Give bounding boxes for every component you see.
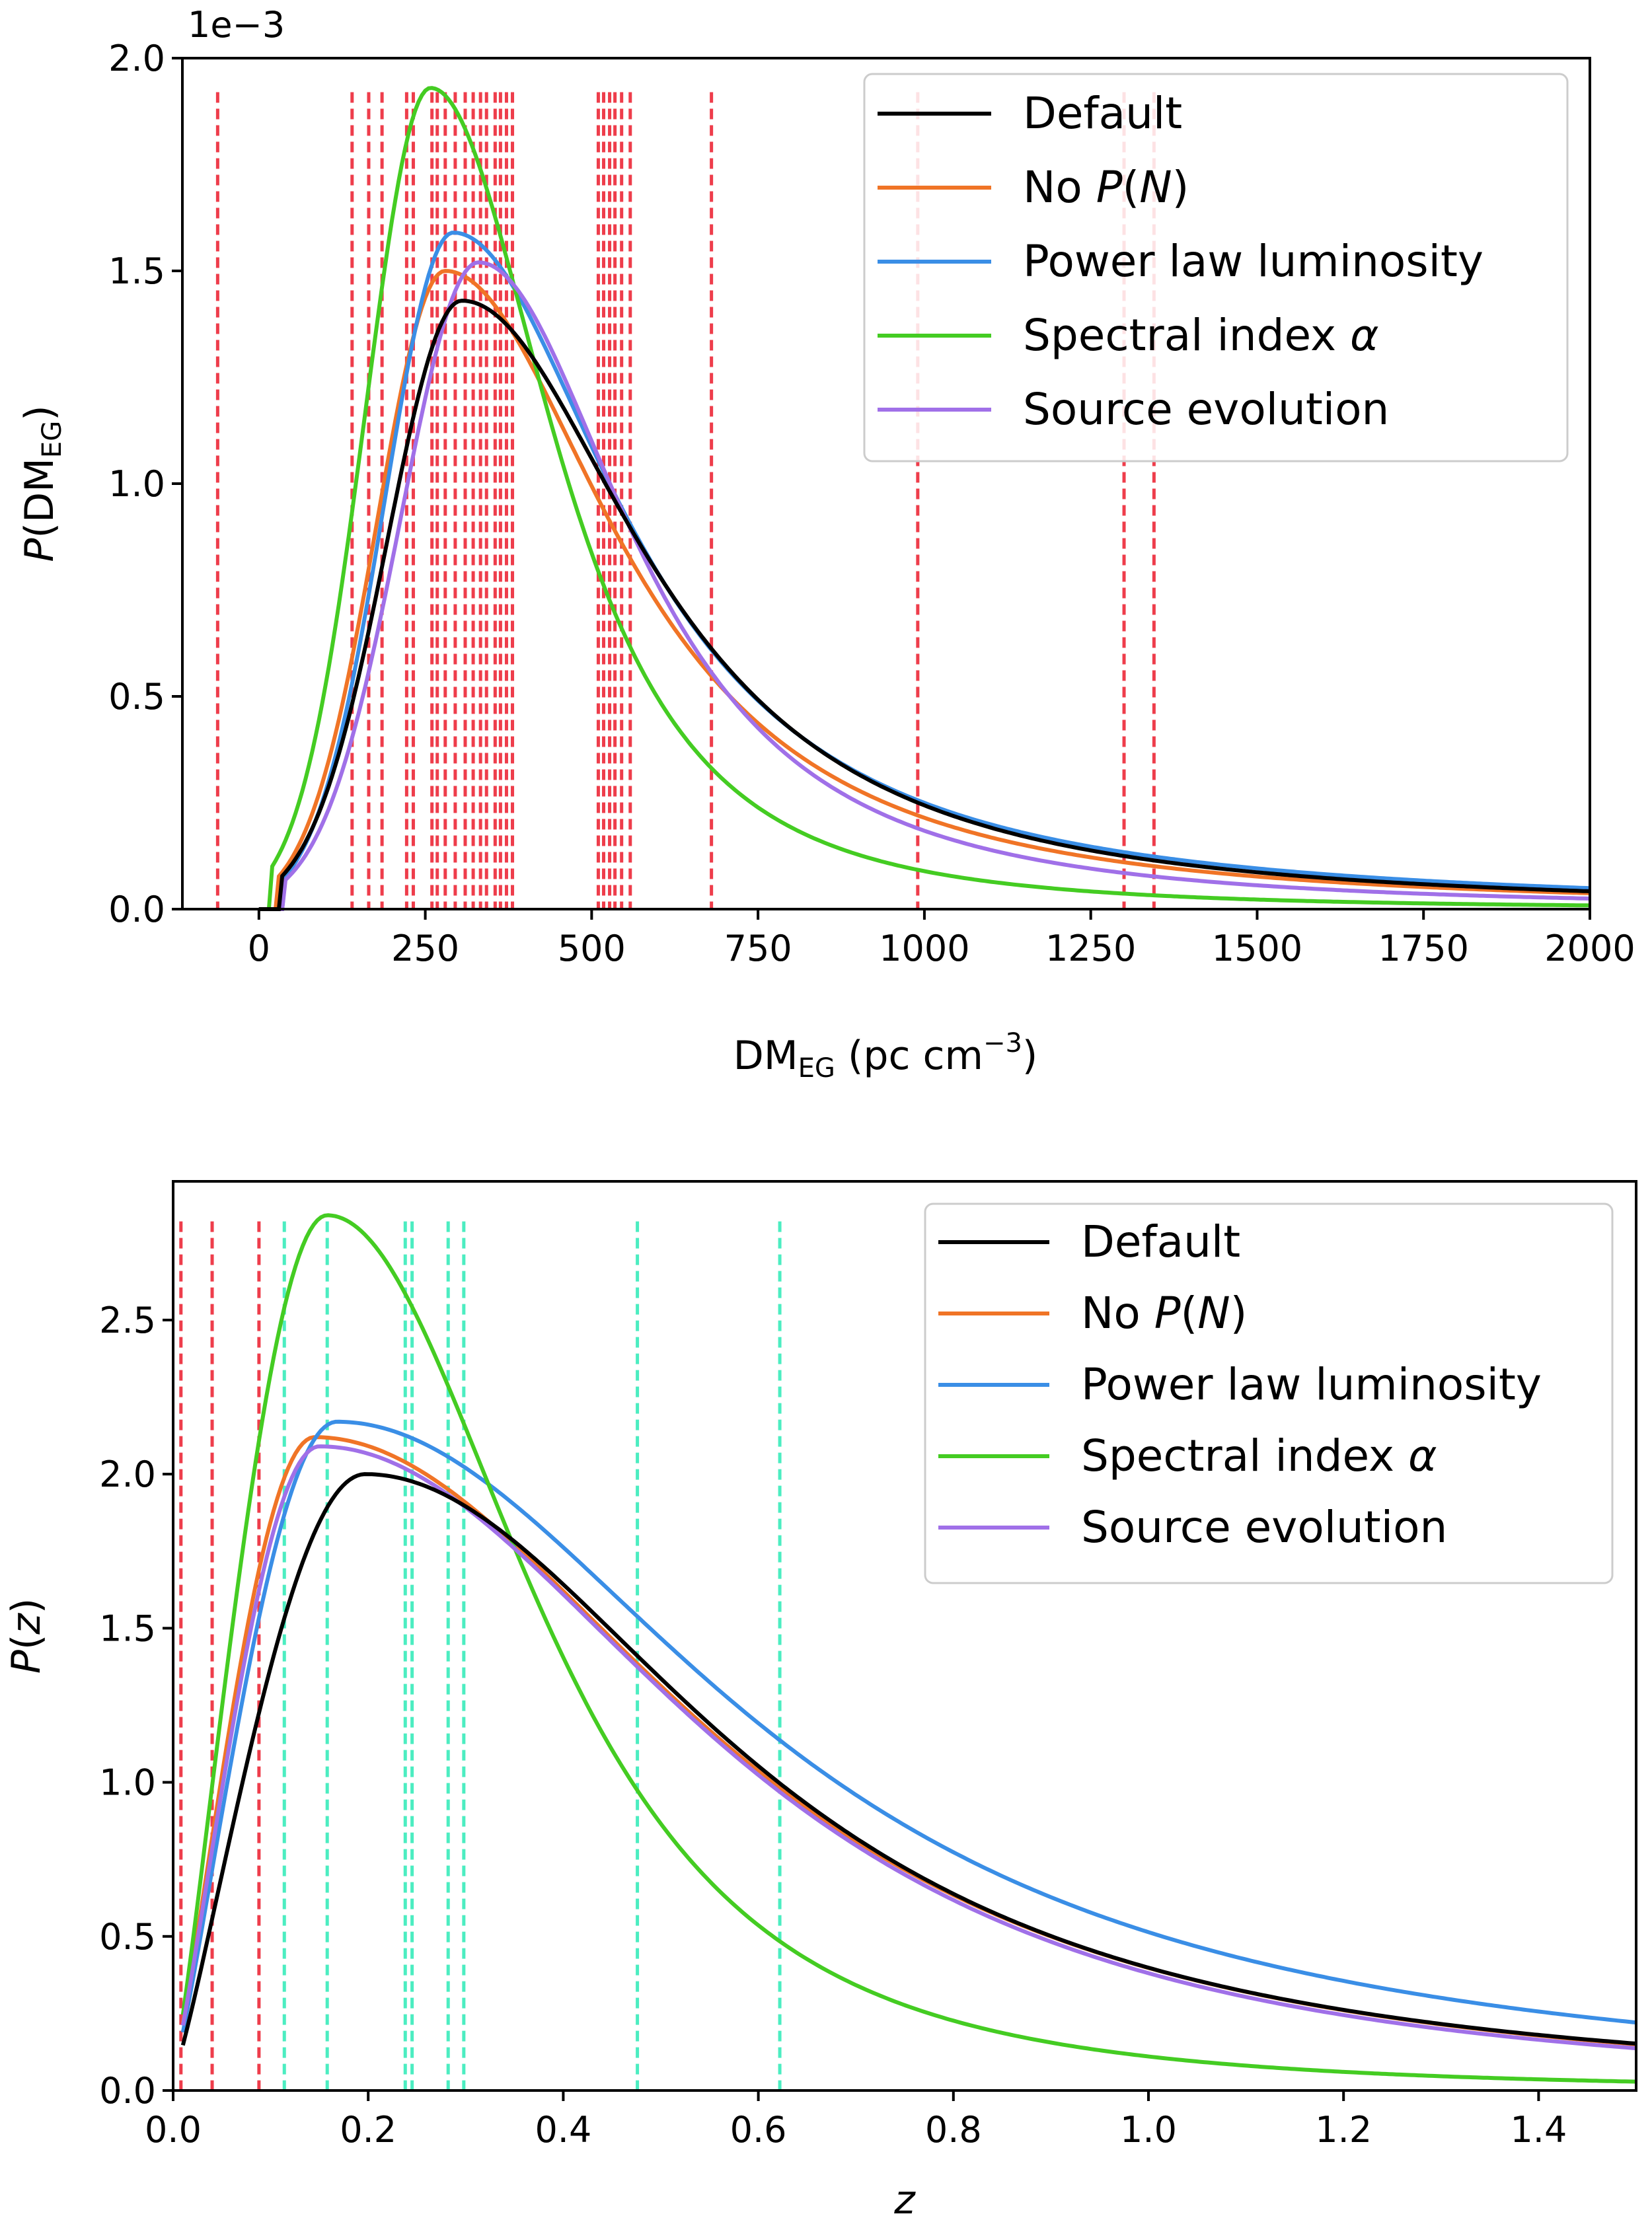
series-line-4 (180, 1444, 1637, 2051)
legend-box (924, 1202, 1614, 1584)
x-tick-label: 0.8 (925, 2109, 982, 2151)
top-offset-text: 1e−3 (188, 4, 285, 46)
top-chart-panel: 0 250 500 750 1000 1250 1500 1750 2000 0.0 0.5 1.0… (17, 4, 1635, 1084)
x-tick-label: 1500 (1212, 928, 1302, 969)
legend-entry: Default (878, 88, 1182, 139)
top-y-ticks: 0.0 0.5 1.0 1.5 2.0 (108, 38, 182, 930)
bottom-redshift-lines (179, 1221, 782, 2090)
y-tick-label: 1.0 (99, 1762, 156, 1804)
series-line-3 (258, 86, 1591, 911)
series-line-2 (258, 231, 1591, 911)
x-tick-label: 750 (724, 928, 792, 969)
x-tick-label: 2000 (1544, 928, 1635, 969)
y-tick-label: 0.0 (108, 889, 165, 930)
bottom-plot-frame (172, 1180, 1637, 2092)
top-x-axis-label: DMEG (pc cm−3) (733, 1028, 1038, 1084)
y-tick-label: 1.5 (108, 250, 165, 292)
y-tick-label: 2.0 (99, 1454, 156, 1495)
series-line-3 (180, 1213, 1637, 2084)
legend-entry: Spectral index α (878, 310, 1379, 361)
legend-label: Source evolution (1023, 384, 1389, 435)
x-tick-label: 0.4 (535, 2109, 591, 2151)
legend-label: Spectral index α (1023, 310, 1379, 361)
bottom-legend: Default No P(N) Power law luminosity Spectr… (924, 1202, 1614, 1584)
y-tick-label: 1.0 (108, 463, 165, 505)
x-tick-label: 1000 (879, 928, 969, 969)
top-x-ticks: 0 250 500 750 1000 1250 1500 1750 2000 (248, 909, 1635, 969)
legend-entry: No P(N) (878, 162, 1189, 213)
legend-label: Default (1023, 88, 1182, 139)
y-tick-label: 0.5 (108, 676, 165, 718)
top-curves (258, 86, 1591, 911)
y-tick-label: 0.5 (99, 1916, 156, 1958)
y-tick-label: 0.0 (99, 2070, 156, 2112)
top-y-axis-label: P(DMEG) (17, 405, 67, 562)
x-tick-label: 0.0 (145, 2109, 202, 2151)
bottom-chart-panel: 0.0 0.2 0.4 0.6 0.8 1.0 1.2 1.4 0.0 0.5 1.0 1.5 2.0… (3, 1180, 1637, 2218)
x-tick-label: 0 (248, 928, 270, 969)
x-tick-label: 0.6 (730, 2109, 787, 2151)
legend-label: Source evolution (1081, 1502, 1447, 1553)
legend-label: Default (1081, 1216, 1240, 1267)
series-line-1 (258, 268, 1591, 911)
legend-box (863, 73, 1569, 462)
legend-label: No P(N) (1023, 162, 1189, 213)
x-tick-label: 250 (391, 928, 459, 969)
legend-label: Power law luminosity (1081, 1359, 1542, 1410)
legend-entry: Source evolution (938, 1502, 1447, 1553)
x-tick-label: 0.2 (340, 2109, 396, 2151)
bottom-curves (180, 1213, 1637, 2084)
bottom-y-axis-label: P(z) (3, 1598, 50, 1674)
series-line-0 (180, 1472, 1637, 2046)
x-tick-label: 1.2 (1315, 2109, 1372, 2151)
series-line-4 (258, 260, 1591, 911)
y-tick-label: 2.0 (108, 38, 165, 79)
x-tick-label: 1.4 (1510, 2109, 1567, 2151)
legend-label: Spectral index α (1081, 1430, 1437, 1481)
series-line-2 (180, 1419, 1637, 2033)
top-legend: Default No P(N) Power law luminosity Spectr… (863, 73, 1569, 462)
legend-entry: Default (938, 1216, 1240, 1267)
x-tick-label: 1.0 (1120, 2109, 1177, 2151)
y-tick-label: 1.5 (99, 1608, 156, 1649)
y-tick-label: 2.5 (99, 1300, 156, 1341)
bottom-x-axis-label: z (893, 2177, 916, 2218)
x-tick-label: 1750 (1378, 928, 1469, 969)
legend-entry: Power law luminosity (938, 1359, 1542, 1410)
legend-label: No P(N) (1081, 1288, 1247, 1339)
legend-entry: Power law luminosity (878, 236, 1483, 287)
x-tick-label: 500 (558, 928, 626, 969)
legend-label: Power law luminosity (1023, 236, 1483, 287)
bottom-x-ticks: 0.0 0.2 0.4 0.6 0.8 1.0 1.2 1.4 (145, 2090, 1567, 2151)
bottom-y-ticks: 0.0 0.5 1.0 1.5 2.0 2.5 (99, 1300, 173, 2112)
legend-entry: Source evolution (878, 384, 1389, 435)
legend-entry: No P(N) (938, 1288, 1247, 1339)
legend-entry: Spectral index α (938, 1430, 1437, 1481)
series-line-0 (258, 299, 1591, 911)
x-tick-label: 1250 (1045, 928, 1136, 969)
